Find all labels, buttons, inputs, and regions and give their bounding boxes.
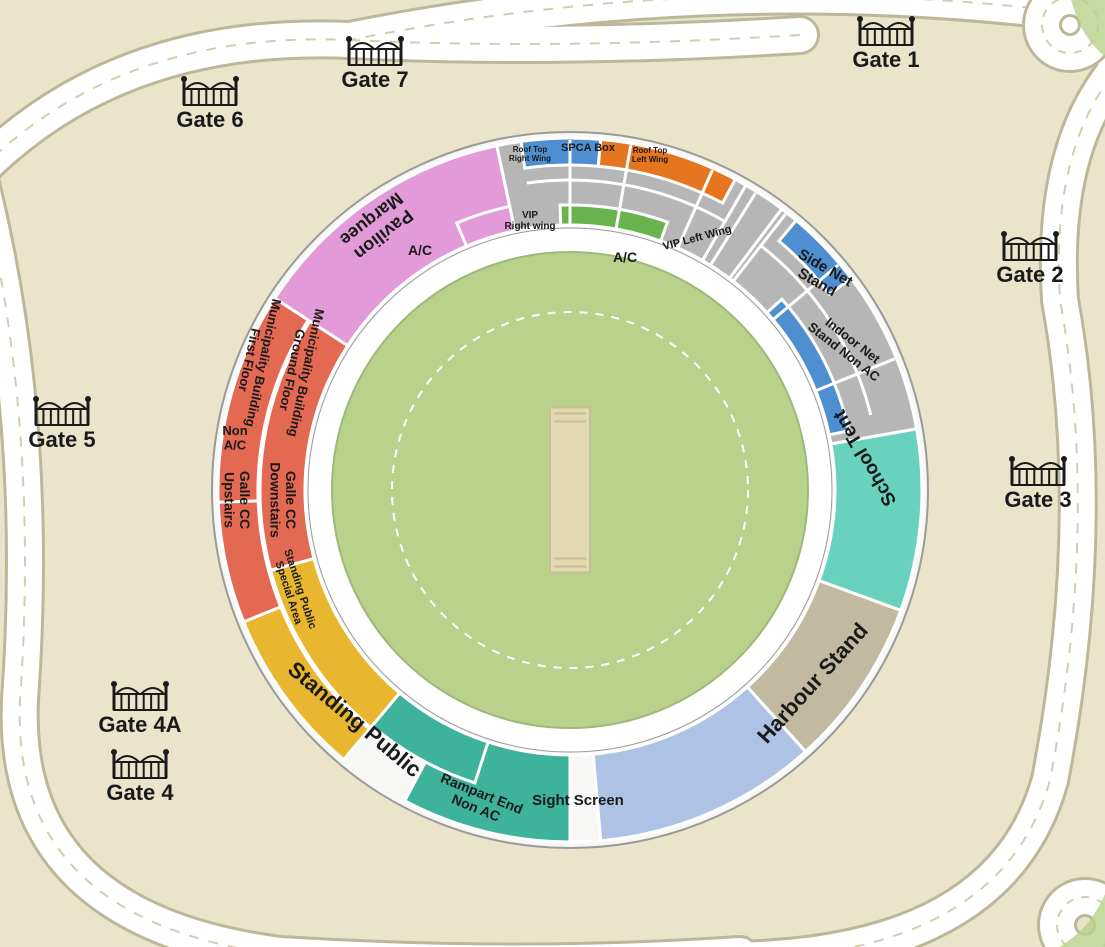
svg-text:Galle CC: Galle CC <box>237 471 253 529</box>
svg-text:Galle CC: Galle CC <box>283 471 299 529</box>
gate-label: Gate 3 <box>1004 487 1071 512</box>
gate-label: Gate 4 <box>106 780 174 805</box>
svg-text:Sight Screen: Sight Screen <box>532 792 624 809</box>
label-ac2: A/C <box>613 249 637 265</box>
stadium-map: Harbour StandSight ScreenRampart EndNon … <box>0 0 1105 947</box>
svg-text:A/C: A/C <box>224 437 247 452</box>
svg-text:Left Wing: Left Wing <box>632 155 668 164</box>
svg-text:Upstairs: Upstairs <box>222 472 238 528</box>
label-galle-up: Galle CCUpstairs <box>222 471 253 529</box>
gate-label: Gate 5 <box>28 427 95 452</box>
svg-text:Right Wing: Right Wing <box>509 154 551 163</box>
label-roof-left: Roof TopLeft Wing <box>632 146 668 164</box>
pitch <box>550 408 590 573</box>
svg-text:Roof Top: Roof Top <box>633 146 668 155</box>
svg-text:A/C: A/C <box>408 242 432 258</box>
gate-label: Gate 4A <box>98 712 181 737</box>
svg-text:Right wing: Right wing <box>504 221 555 232</box>
svg-text:Roof Top: Roof Top <box>513 145 548 154</box>
label-roof-right: Roof TopRight Wing <box>509 145 551 163</box>
svg-text:A/C: A/C <box>613 249 637 265</box>
gate-label: Gate 7 <box>341 67 408 92</box>
gate-label: Gate 1 <box>852 47 919 72</box>
svg-text:SPCA Box: SPCA Box <box>561 142 616 154</box>
label-non-ac: NonA/C <box>222 423 247 452</box>
gate-label: Gate 2 <box>996 262 1063 287</box>
svg-text:Downstairs: Downstairs <box>268 462 284 538</box>
gate-label: Gate 6 <box>176 107 243 132</box>
svg-text:Non: Non <box>222 423 247 438</box>
label-ac1: A/C <box>408 242 432 258</box>
svg-text:VIP: VIP <box>522 210 538 221</box>
label-spca-box: SPCA Box <box>561 142 616 154</box>
label-sight-screen: Sight Screen <box>532 792 624 809</box>
label-galle-down: Galle CCDownstairs <box>268 462 299 538</box>
